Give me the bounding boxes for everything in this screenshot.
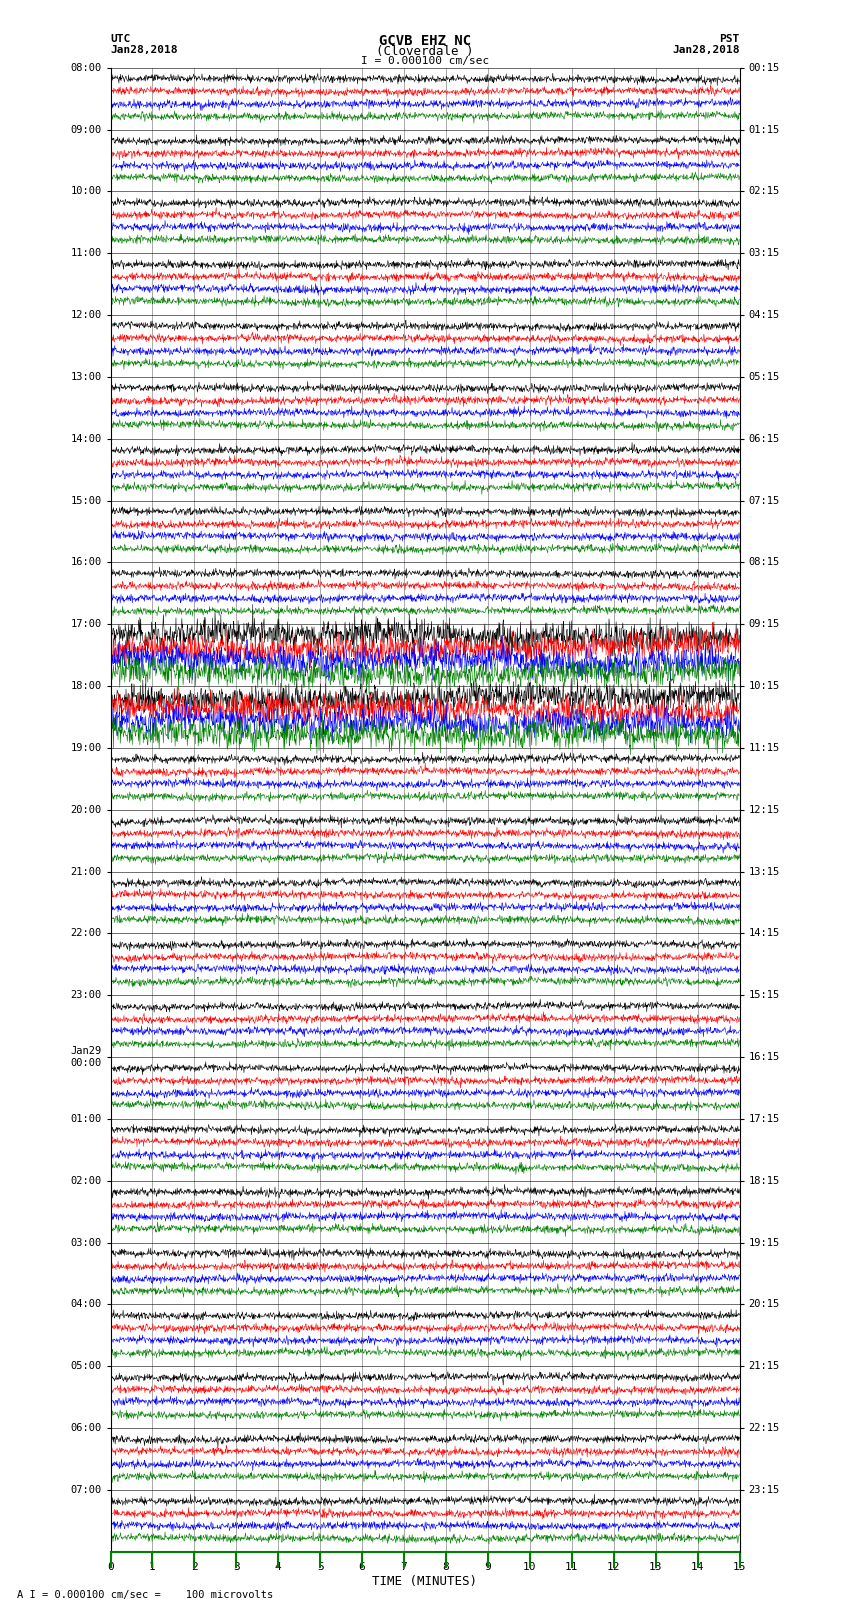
Text: UTC: UTC [110, 34, 131, 44]
Text: GCVB EHZ NC: GCVB EHZ NC [379, 34, 471, 48]
X-axis label: TIME (MINUTES): TIME (MINUTES) [372, 1574, 478, 1587]
Text: I = 0.000100 cm/sec: I = 0.000100 cm/sec [361, 56, 489, 66]
Text: Jan28,2018: Jan28,2018 [672, 45, 740, 55]
Text: PST: PST [719, 34, 740, 44]
Text: A I = 0.000100 cm/sec =    100 microvolts: A I = 0.000100 cm/sec = 100 microvolts [17, 1590, 273, 1600]
Text: Jan28,2018: Jan28,2018 [110, 45, 178, 55]
Text: (Cloverdale ): (Cloverdale ) [377, 45, 473, 58]
